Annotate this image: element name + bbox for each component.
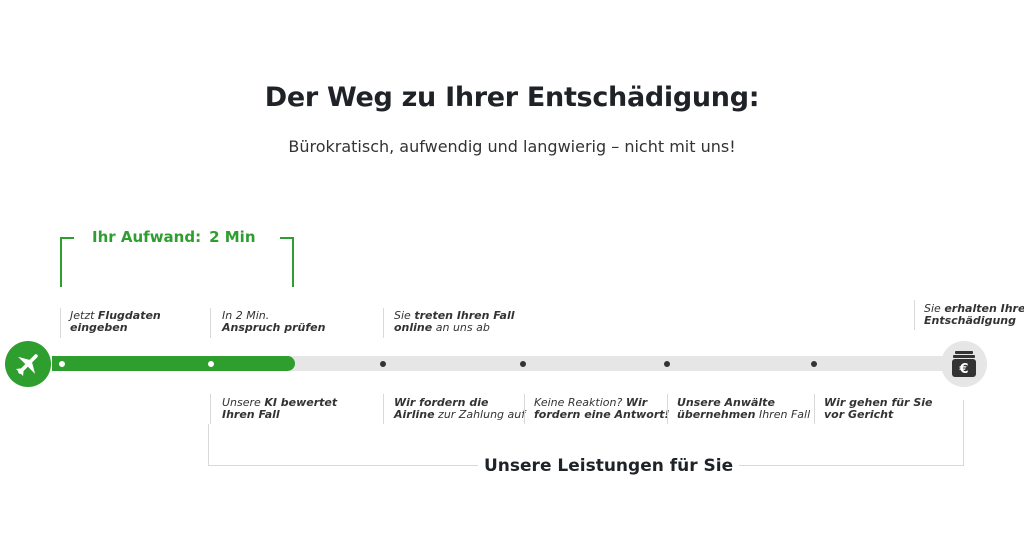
step-label-check-claim: In 2 Min. Anspruch prüfen: [222, 309, 326, 334]
step-divider: [524, 394, 525, 424]
step-divider: [383, 308, 384, 338]
step-divider: [60, 308, 61, 338]
step-label-demand-answer: Keine Reaktion? Wir fordern eine Antwort…: [534, 396, 670, 421]
effort-bracket-right-vertical: [292, 237, 294, 287]
timeline-progress-fill: [52, 356, 295, 371]
timeline-dot: [59, 361, 65, 367]
services-label: Unsere Leistungen für Sie: [478, 456, 740, 476]
step-label-receive-compensation: Sie erhalten Ihre Entschädigung: [924, 302, 1024, 327]
page-title: Der Weg zu Ihrer Entschädigung:: [264, 82, 760, 113]
effort-label: Ihr Aufwand: 2 Min: [92, 228, 256, 246]
effort-bracket-right-cap: [280, 237, 294, 239]
step-divider: [210, 308, 211, 338]
euro-symbol: €: [959, 362, 969, 377]
step-divider: [383, 394, 384, 424]
step-label-demand-payment: Wir fordern die Airline zur Zahlung auf: [394, 396, 526, 421]
step-label-lawyers: Unsere Anwälte übernehmen Ihren Fall: [677, 396, 811, 421]
page-subtitle: Bürokratisch, aufwendig und langwierig –…: [288, 137, 736, 156]
step-label-enter-flight: Jetzt Flugdaten eingeben: [70, 309, 161, 334]
step-label-court: Wir gehen für Sie vor Gericht: [824, 396, 933, 421]
effort-bracket-left-cap: [60, 237, 74, 239]
step-label-assign-case: Sie treten Ihren Fall online an uns ab: [394, 309, 515, 334]
step-divider: [667, 394, 668, 424]
effort-value: 2 Min: [209, 228, 256, 246]
step-divider: [914, 300, 915, 330]
services-bracket-left: [208, 424, 209, 466]
timeline-dot: [520, 361, 526, 367]
timeline-dot: [811, 361, 817, 367]
timeline-dot: [380, 361, 386, 367]
effort-bracket-left-vertical: [60, 237, 62, 287]
step-label-ai-evaluates: Unsere KI bewertet Ihren Fall: [222, 396, 338, 421]
effort-label-text: Ihr Aufwand:: [92, 228, 202, 246]
services-bracket-right: [963, 400, 964, 466]
step-divider: [814, 394, 815, 424]
wallet-euro-icon: €: [941, 341, 987, 387]
step-divider: [210, 394, 211, 424]
timeline-dot: [664, 361, 670, 367]
timeline-dot: [208, 361, 214, 367]
airplane-icon: [5, 341, 51, 387]
